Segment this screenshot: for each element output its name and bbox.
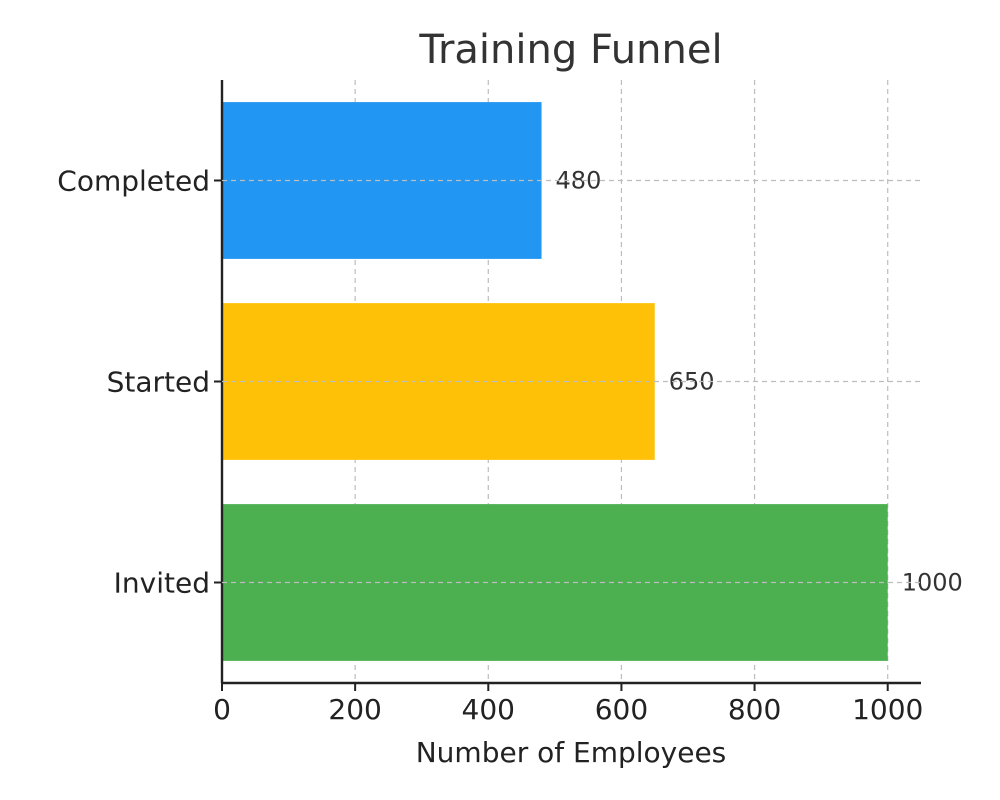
- x-tick-label: 600: [595, 693, 648, 726]
- category-label: Started: [107, 366, 210, 399]
- data-label: 1000: [902, 569, 963, 597]
- bar-completed: [222, 102, 542, 259]
- x-tick-label: 200: [328, 693, 381, 726]
- x-tick-label: 0: [213, 693, 231, 726]
- category-label: Completed: [57, 165, 210, 198]
- x-tick-label: 1000: [852, 693, 923, 726]
- x-tick-label: 800: [728, 693, 781, 726]
- chart-title: Training Funnel: [418, 27, 722, 73]
- ticks: 0 200 400 600 800 1000: [213, 179, 923, 726]
- category-label: Invited: [114, 567, 210, 600]
- x-axis-title: Number of Employees: [416, 736, 727, 769]
- x-tick-label: 400: [462, 693, 515, 726]
